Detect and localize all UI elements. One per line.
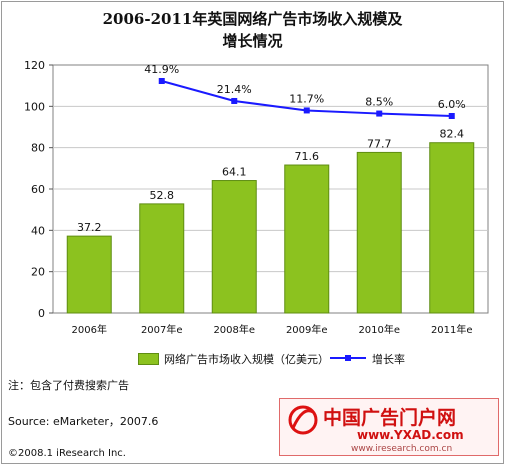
y-tick-label: 60 bbox=[31, 183, 45, 196]
x-tick-label: 2010年e bbox=[358, 323, 400, 336]
copyright-text: ©2008.1 iResearch Inc. bbox=[8, 448, 126, 459]
bar bbox=[429, 142, 475, 314]
watermark-emblem-icon bbox=[288, 405, 318, 435]
watermark-url: www.YXAD.com bbox=[357, 428, 464, 442]
bar bbox=[211, 180, 257, 314]
growth-rate-label: 8.5% bbox=[365, 96, 393, 109]
growth-rate-label: 21.4% bbox=[217, 83, 252, 96]
x-tick-label: 2008年e bbox=[213, 323, 255, 336]
bar bbox=[284, 164, 330, 314]
x-tick-label: 2009年e bbox=[286, 323, 328, 336]
bar-value-label: 82.4 bbox=[440, 128, 465, 141]
bar-value-label: 37.2 bbox=[77, 221, 102, 234]
watermark-sub-url: www.iresearch.com.cn bbox=[351, 444, 452, 454]
bar bbox=[139, 203, 185, 314]
chart-title: 2006-2011年英国网络广告市场收入规模及 增长情况 bbox=[0, 8, 505, 52]
growth-rate-point bbox=[448, 113, 455, 119]
legend-bar-label: 网络广告市场收入规模（亿美元） bbox=[164, 353, 329, 366]
x-tick-label: 2006年 bbox=[72, 323, 107, 336]
y-tick-label: 100 bbox=[24, 100, 45, 113]
y-tick-label: 0 bbox=[38, 307, 45, 320]
y-tick-label: 20 bbox=[31, 266, 45, 279]
x-tick-label: 2007年e bbox=[141, 323, 183, 336]
legend-line-swatch bbox=[330, 355, 366, 361]
chart-plot: 0 20 40 60 80 100 120 37.2 2006年 52.8 2007年e 64.1 20… bbox=[24, 59, 489, 336]
watermark-site-name: 中国广告门户网 bbox=[323, 406, 456, 429]
growth-rate-label: 11.7% bbox=[289, 92, 324, 105]
growth-rate-point bbox=[231, 97, 238, 104]
watermark-logo: 中国广告门户网 www.YXAD.com www.iresearch.com.c… bbox=[279, 398, 499, 456]
growth-rate-point bbox=[376, 110, 383, 117]
growth-rate-point bbox=[303, 107, 310, 114]
growth-rate-label: 6.0% bbox=[438, 98, 466, 111]
y-tick-label: 40 bbox=[31, 224, 45, 237]
growth-rate-label: 41.9% bbox=[144, 63, 179, 76]
bar-value-label: 71.6 bbox=[295, 150, 320, 163]
growth-rate-point bbox=[158, 78, 165, 84]
footnote: 注：包含了付费搜索广告 bbox=[8, 379, 129, 392]
bar-value-label: 77.7 bbox=[367, 137, 392, 150]
x-tick-label: 2011年e bbox=[431, 323, 473, 336]
bar-value-label: 52.8 bbox=[150, 189, 175, 202]
bar-value-label: 64.1 bbox=[222, 166, 247, 179]
chart-title-line-1: 2006-2011年英国网络广告市场收入规模及 bbox=[102, 10, 403, 28]
y-tick-label: 120 bbox=[24, 59, 45, 72]
legend-bar-swatch bbox=[138, 353, 159, 365]
source-text: Source: eMarketer，2007.6 bbox=[8, 415, 159, 428]
bar bbox=[66, 235, 112, 314]
y-tick-label: 80 bbox=[31, 142, 45, 155]
legend-line-label: 增长率 bbox=[372, 353, 405, 366]
chart-title-line-2: 增长情况 bbox=[222, 32, 283, 50]
bar bbox=[356, 151, 402, 314]
